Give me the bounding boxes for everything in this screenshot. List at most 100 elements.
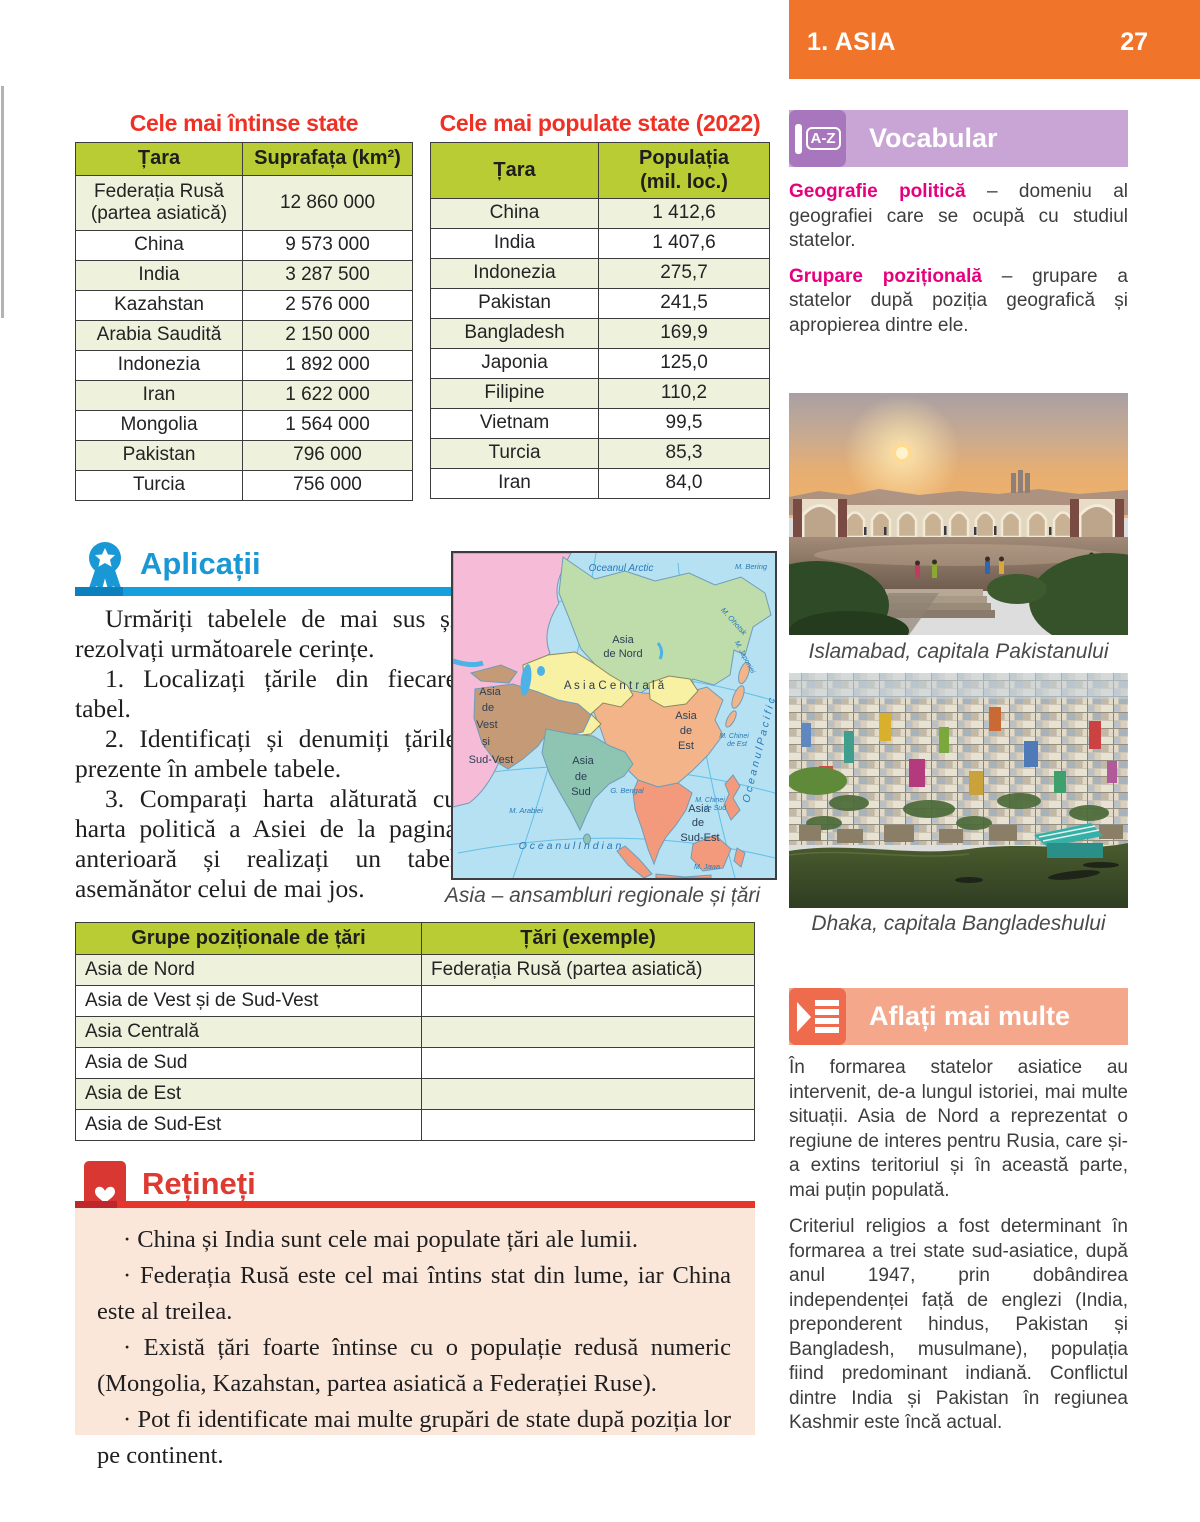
aplicatii-divider — [75, 587, 455, 596]
table-row: Asia de Est — [75, 1078, 755, 1110]
photo-caption: Islamabad, capitala Pakistanului — [808, 640, 1109, 663]
col-header: Populația (mil. loc.) — [598, 142, 770, 199]
map-label: Est — [678, 740, 694, 752]
col-header: Suprafața (km²) — [242, 142, 413, 176]
table-row: Turcia 85,3 — [430, 438, 770, 469]
table-row: India 1 407,6 — [430, 228, 770, 259]
table-row: Pakistan 796 000 — [75, 440, 413, 471]
largest-states-title: Cele mai întinse state — [129, 110, 359, 136]
map-label: Asia — [675, 710, 697, 722]
map-label: Sud-Est — [680, 832, 719, 844]
table-row: Iran 84,0 — [430, 468, 770, 499]
islamabad-photo — [789, 393, 1128, 635]
vocabular-banner: A-Z Vocabular — [789, 110, 1128, 167]
photo-caption: Dhaka, capitala Bangladeshului — [811, 912, 1106, 935]
aflati-paragraph: Criteriul religios a fost determinant în… — [789, 1216, 1128, 1433]
map-label: A s i a C e n t r a l ă — [564, 680, 665, 692]
table-row: Pakistan 241,5 — [430, 288, 770, 319]
medal-icon — [88, 542, 122, 593]
col-header: Grupe poziționale de țări — [75, 922, 422, 955]
col-header: Țara — [75, 142, 243, 176]
retineti-bullet: · China și India sunt cele mai populate … — [123, 1226, 639, 1253]
table-row: Indonezia 275,7 — [430, 258, 770, 289]
table-row: Japonia 125,0 — [430, 348, 770, 379]
map-caption: Asia – ansambluri regionale și țări — [444, 884, 761, 907]
table-row: Turcia 756 000 — [75, 470, 413, 501]
map-label: Asia — [688, 803, 710, 815]
table-row: Kazahstan 2 576 000 — [75, 290, 413, 321]
table-row: Federația Rusă (partea asiatică) 12 860 0… — [75, 175, 413, 231]
retineti-bullet: · Există țări foarte întinse cu o popula… — [97, 1334, 731, 1397]
page-edge-line — [1, 86, 4, 318]
aflati-text: În formarea statelor asiatice au interve… — [789, 1056, 1128, 1448]
map-label: de Nord — [603, 648, 642, 660]
retineti-box: · China și India sunt cele mai populate … — [75, 1208, 755, 1469]
most-populated-table: Țara Populația (mil. loc.) China 1 412,6 … — [430, 142, 770, 499]
chapter-title: 1. ASIA — [807, 28, 896, 56]
aplicatii-item: 3. Comparați harta alăturată cu harta po… — [75, 784, 457, 903]
aflati-banner: Aflați mai multe — [789, 988, 1128, 1045]
table-row: Filipine 110,2 — [430, 378, 770, 409]
table-row: Asia de Sud — [75, 1047, 755, 1079]
map-label: de — [482, 702, 494, 714]
table-row: Vietnam 99,5 — [430, 408, 770, 439]
vocab-entry: Geografie politică – domeniu al geografi… — [789, 181, 1128, 251]
col-header: Țări (exemple) — [421, 922, 755, 955]
table-row: Iran 1 622 000 — [75, 380, 413, 411]
map-label: Asia — [612, 634, 634, 646]
table-row: China 1 412,6 — [430, 198, 770, 229]
map-label: O c e a n u l I n d i a n — [519, 840, 622, 852]
bookmark-heart-icon — [84, 1161, 126, 1212]
retineti-bullet: · Pot fi identificate mai multe grupări … — [97, 1406, 731, 1469]
map-label: Vest — [476, 719, 497, 731]
map-label: de — [575, 771, 587, 783]
col-header: Țara — [430, 142, 599, 199]
vocabular-definitions: Geografie politică – domeniu al geografi… — [789, 180, 1128, 349]
dhaka-photo — [789, 673, 1128, 908]
map-label: M. Arabiei — [509, 806, 543, 815]
aplicatii-title: Aplicații — [140, 546, 261, 581]
aplicatii-text: Urmăriți tabelele de mai sus și rezolvaț… — [75, 604, 457, 904]
map-label: M. Bering — [735, 562, 768, 571]
map-label: Sud-Vest — [469, 754, 514, 766]
table-row: China 9 573 000 — [75, 230, 413, 261]
vocabular-title: Vocabular — [869, 123, 998, 153]
aflati-paragraph: În formarea statelor asiatice au interve… — [789, 1057, 1128, 1201]
largest-states-table: Țara Suprafața (km²) Federația Rusă (par… — [75, 142, 413, 501]
a-z-icon: A-Z — [789, 110, 846, 167]
retineti-bullet: · Federația Rusă este cel mai întins sta… — [97, 1262, 731, 1325]
map-label: de — [680, 725, 692, 737]
map-label: M. Chinei — [719, 733, 749, 740]
map-label: M. Jawa — [694, 864, 720, 871]
table-row: Mongolia 1 564 000 — [75, 410, 413, 441]
aplicatii-item: 1. Localizați țările din fiecare tabel. — [75, 664, 457, 723]
page-header: 1. ASIA 27 — [789, 0, 1200, 79]
map-label: Asia — [572, 755, 594, 767]
table-row: Asia de Nord Federația Rusă (partea asiat… — [75, 954, 755, 986]
play-list-icon — [789, 988, 846, 1045]
map-label: de Est — [727, 741, 748, 748]
aplicatii-intro: Urmăriți tabelele de mai sus și rezolvaț… — [75, 604, 457, 663]
grupe-table: Grupe poziționale de țări Țări (exemple)… — [75, 922, 755, 1141]
map-label: G. Bengal — [610, 786, 644, 795]
map-label: Sud — [571, 786, 591, 798]
most-populated-title: Cele mai populate state (2022) — [439, 110, 761, 136]
table-row: Indonezia 1 892 000 — [75, 350, 413, 381]
retineti-title: Rețineți — [142, 1166, 256, 1201]
map-label: Oceanul Arctic — [589, 563, 654, 574]
map-label: Asia — [479, 686, 501, 698]
table-row: Asia de Vest și de Sud-Vest — [75, 985, 755, 1017]
table-row: Asia de Sud-Est — [75, 1109, 755, 1141]
table-row: Arabia Saudită 2 150 000 — [75, 320, 413, 351]
map-label: și — [482, 736, 490, 748]
asia-regions-map: Asia de Nord A s i a C e n t r a l ă Asi… — [451, 551, 778, 880]
map-label: de Sud — [704, 805, 727, 812]
table-row: India 3 287 500 — [75, 260, 413, 291]
table-row: Asia Centrală — [75, 1016, 755, 1048]
retineti-divider — [75, 1201, 755, 1208]
aplicatii-item: 2. Identificați și denumiți țările preze… — [75, 724, 457, 783]
map-label: M. Chinei — [695, 797, 725, 804]
vocab-entry: Grupare pozițională – grupare a statelor… — [789, 265, 1128, 336]
map-label: de — [692, 817, 704, 829]
